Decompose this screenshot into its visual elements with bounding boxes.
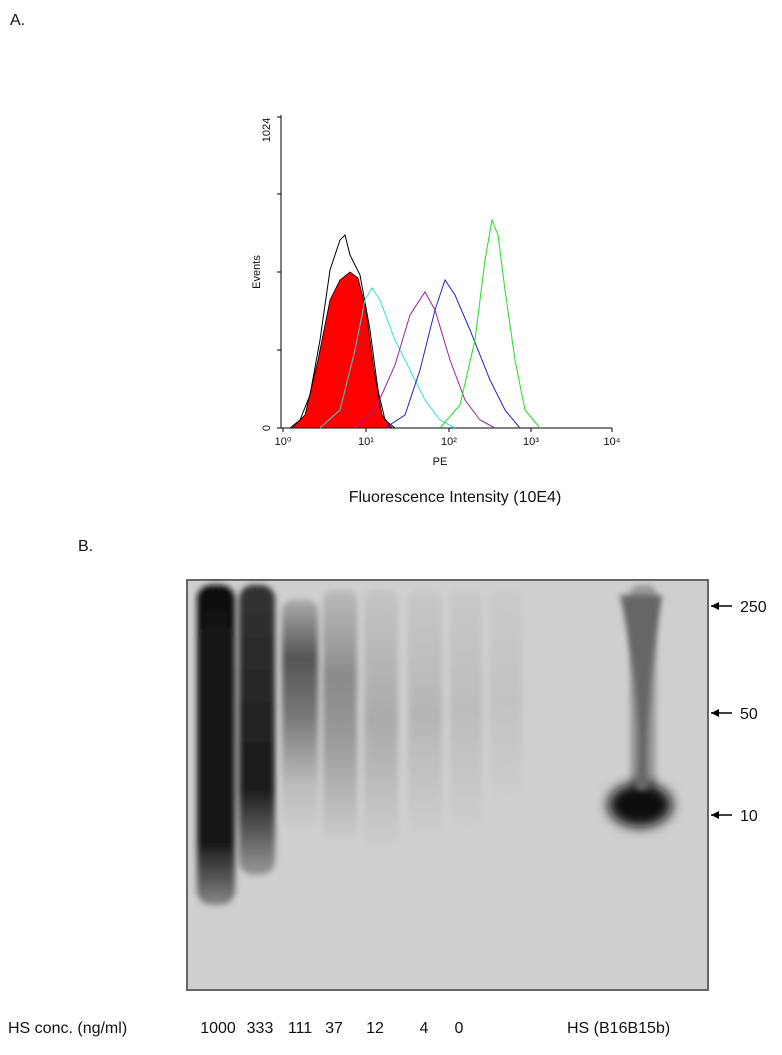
curve: [384, 278, 521, 429]
gel: [186, 579, 709, 991]
curve: [289, 234, 396, 429]
marker-label: 10: [740, 808, 758, 825]
panel-label: B.: [78, 538, 93, 555]
lane-label: 37: [325, 1020, 343, 1037]
marker-arrowhead: [711, 602, 719, 610]
lane-label: 0: [455, 1020, 464, 1037]
lane-label: 12: [366, 1020, 384, 1037]
curve: [291, 271, 393, 429]
marker-arrowhead: [711, 709, 719, 717]
marker-label: 250: [740, 599, 767, 616]
x-tick-label: 10⁴: [604, 436, 621, 448]
marker-arrowhead: [711, 811, 719, 819]
curve: [354, 291, 496, 429]
control-label: HS (B16B15b): [567, 1020, 670, 1037]
panel-label: A.: [10, 12, 25, 29]
x-tick-label: 10¹: [358, 436, 374, 448]
lane-label: 1000: [200, 1020, 236, 1037]
row-label: HS conc. (ng/ml): [8, 1020, 127, 1037]
lane-label: 4: [420, 1020, 429, 1037]
x-tick-label: 10²: [441, 436, 457, 448]
x-tick-label: 10³: [523, 436, 539, 448]
curve: [319, 287, 456, 429]
x-axis-label: PE: [433, 456, 448, 468]
lane-label: 333: [247, 1020, 274, 1037]
lane-label: 111: [288, 1020, 312, 1037]
caption: Fluorescence Intensity (10E4): [349, 489, 562, 506]
y-axis-label: Events: [251, 255, 263, 289]
curve: [439, 218, 541, 429]
y-tick-label: 0: [261, 425, 273, 431]
histogram: 10⁰ 10¹ 10² 10³ 10⁴ 1024 0 Events PE: [251, 115, 621, 468]
x-tick-label: 10⁰: [275, 436, 292, 448]
y-tick-label: 1024: [261, 118, 273, 142]
marker-label: 50: [740, 706, 758, 723]
